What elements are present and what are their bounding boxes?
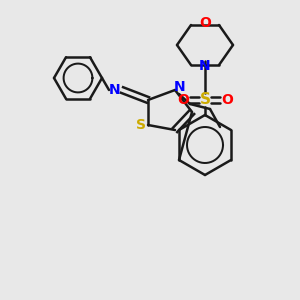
Text: S: S: [136, 118, 146, 132]
Text: O: O: [221, 93, 233, 107]
Text: N: N: [199, 59, 211, 73]
Text: O: O: [177, 93, 189, 107]
Text: S: S: [200, 92, 211, 107]
Text: O: O: [199, 16, 211, 30]
Text: N: N: [109, 83, 121, 97]
Text: N: N: [174, 80, 186, 94]
